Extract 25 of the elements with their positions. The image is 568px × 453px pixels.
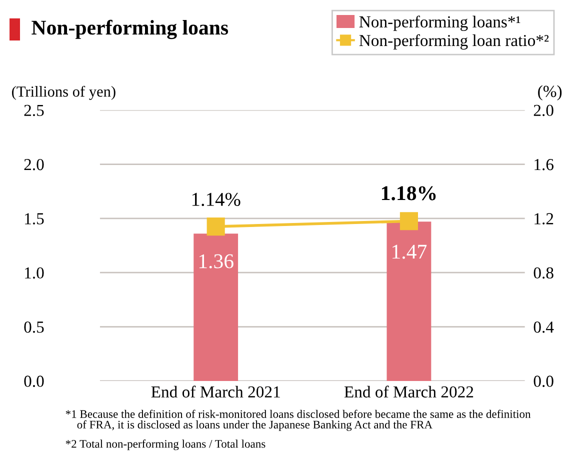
- y2-tick-label: 1.2: [534, 213, 554, 224]
- y2-tick-label: 2.0: [534, 104, 554, 116]
- y-tick-label: 0.5: [24, 321, 44, 333]
- x-tick-label: End of March 2022: [344, 386, 474, 398]
- y2-tick-label: 1.6: [534, 159, 554, 170]
- x-tick-label: End of March 2021: [151, 386, 280, 398]
- data-label: 1.14%: [192, 192, 240, 206]
- y-tick-label: 1.0: [25, 267, 44, 279]
- y-tick-label: 0.0: [24, 376, 44, 387]
- y-axis-title: (Trillions of yen): [12, 86, 116, 100]
- legend-label: Non-performing loan ratio*²: [359, 34, 549, 50]
- chart-title: Non-performing loans: [32, 20, 228, 40]
- y-tick-label: 2.0: [24, 158, 44, 170]
- y-tick-label: 2.5: [24, 104, 44, 116]
- y2-tick-label: 0.0: [534, 376, 554, 387]
- legend-label: Non-performing loans*¹: [359, 16, 520, 31]
- text: *1 Because the definition of risk-monitored loans disclosed before became the same as the definition of FRA, it is disclosed as loans under the Japanese Banking Act and the FRA: [66, 410, 531, 431]
- data-label: 1.36: [199, 254, 234, 268]
- data-label: 1.47: [392, 244, 427, 259]
- text: *2 Total non-performing loans / Total loans: [66, 440, 266, 450]
- y-tick-label: 1.5: [25, 213, 44, 224]
- data-label: 1.18%: [382, 186, 436, 200]
- y2-axis-title: (%): [538, 85, 562, 100]
- y2-tick-label: 0.4: [534, 321, 554, 333]
- y2-tick-label: 0.8: [534, 267, 554, 279]
